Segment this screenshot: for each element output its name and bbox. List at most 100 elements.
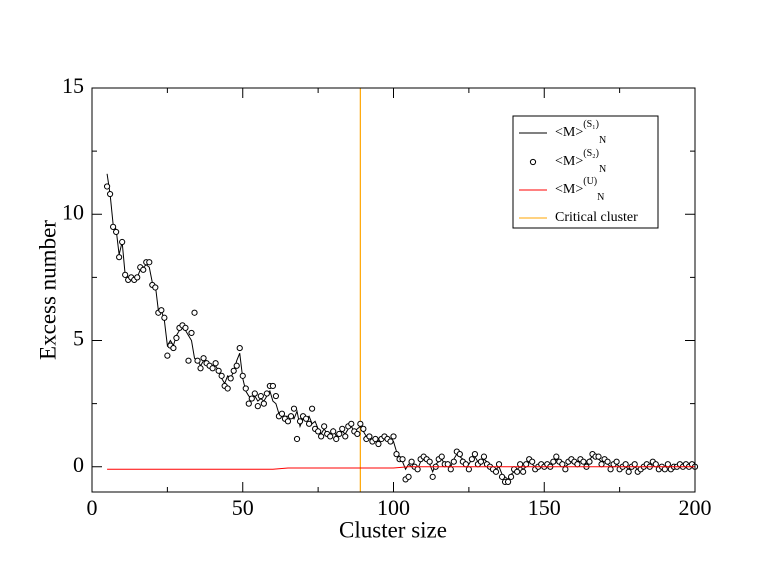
y-tick-label: 0: [73, 452, 84, 477]
data-point: [559, 461, 566, 468]
data-point: [550, 458, 557, 465]
y-axis-label: Excess number: [35, 220, 60, 360]
y-tick-label: 5: [73, 326, 84, 351]
data-point: [164, 352, 171, 359]
legend-sup: (S₂): [583, 148, 599, 159]
data-point: [661, 466, 668, 473]
x-axis-label: Cluster size: [339, 517, 447, 542]
legend-sub: N: [599, 164, 606, 175]
data-point: [462, 461, 469, 468]
data-point: [387, 438, 394, 445]
data-point: [342, 433, 349, 440]
data-point: [236, 344, 243, 352]
data-point: [468, 456, 475, 463]
data-point: [450, 458, 457, 465]
data-point: [375, 440, 382, 448]
data-point: [631, 461, 638, 468]
data-point: [393, 451, 400, 458]
data-point: [414, 466, 421, 473]
data-point: [354, 430, 361, 438]
data-point: [242, 385, 249, 392]
data-point: [598, 461, 605, 468]
data-point: [194, 357, 201, 364]
data-point: [613, 458, 620, 465]
data-point: [408, 458, 415, 465]
data-point: [529, 458, 536, 465]
x-tick-label: 200: [679, 495, 712, 520]
data-point: [110, 223, 117, 230]
data-point: [287, 413, 295, 420]
legend-sub: N: [597, 192, 604, 203]
data-point: [209, 365, 216, 372]
data-point: [239, 372, 246, 379]
data-point: [471, 451, 479, 458]
data-point: [444, 461, 451, 468]
data-point: [315, 428, 322, 435]
legend-label: Critical cluster: [555, 210, 638, 225]
data-point: [517, 461, 524, 468]
data-point: [227, 375, 234, 382]
data-point: [399, 456, 406, 463]
data-point: [140, 266, 147, 273]
data-point: [272, 392, 280, 400]
data-point: [254, 403, 261, 410]
data-point: [504, 478, 512, 485]
data-point: [520, 468, 527, 475]
data-point: [429, 473, 436, 480]
data-point: [278, 410, 286, 417]
data-point: [360, 425, 367, 432]
data-point: [185, 357, 192, 364]
data-point: [456, 451, 463, 458]
data-point: [498, 473, 506, 480]
data-point: [477, 458, 485, 465]
x-tick-label: 50: [232, 495, 254, 520]
data-point: [438, 453, 445, 460]
data-point: [305, 420, 313, 427]
data-point: [308, 405, 316, 412]
data-point: [257, 392, 264, 400]
data-point: [170, 344, 177, 352]
data-point: [191, 309, 198, 316]
data-point: [233, 362, 240, 369]
legend-sub: N: [599, 135, 606, 146]
x-tick-label: 0: [87, 495, 98, 520]
data-point: [447, 466, 454, 473]
data-point: [302, 415, 310, 422]
x-tick-label: 100: [377, 495, 410, 520]
data-point: [390, 433, 397, 440]
series-line: [107, 466, 695, 470]
data-point: [146, 259, 153, 266]
legend-name: <M>: [555, 154, 583, 169]
data-point: [523, 461, 530, 468]
data-point: [357, 420, 364, 427]
data-point: [113, 228, 120, 236]
data-point: [622, 461, 629, 468]
data-point: [248, 395, 255, 402]
data-point: [269, 382, 276, 390]
data-point: [330, 428, 337, 435]
data-point: [197, 365, 204, 372]
data-point: [321, 423, 328, 430]
data-point: [284, 418, 292, 425]
data-point: [173, 334, 180, 342]
data-point: [230, 367, 237, 374]
data-point: [296, 418, 304, 425]
data-point: [333, 435, 340, 443]
data-point: [426, 458, 433, 465]
legend-sup: (U): [583, 176, 597, 187]
data-point: [152, 284, 159, 291]
data-point: [652, 461, 659, 468]
data-point: [215, 367, 222, 374]
data-point: [188, 329, 195, 337]
legend-name: <M>: [555, 125, 583, 140]
data-point: [625, 468, 632, 475]
legend-swatch: [529, 158, 537, 166]
data-point: [106, 190, 114, 198]
data-point: [465, 466, 472, 473]
data-point: [607, 466, 614, 473]
data-point: [480, 453, 488, 460]
data-point: [293, 435, 301, 443]
data-point: [161, 314, 168, 321]
